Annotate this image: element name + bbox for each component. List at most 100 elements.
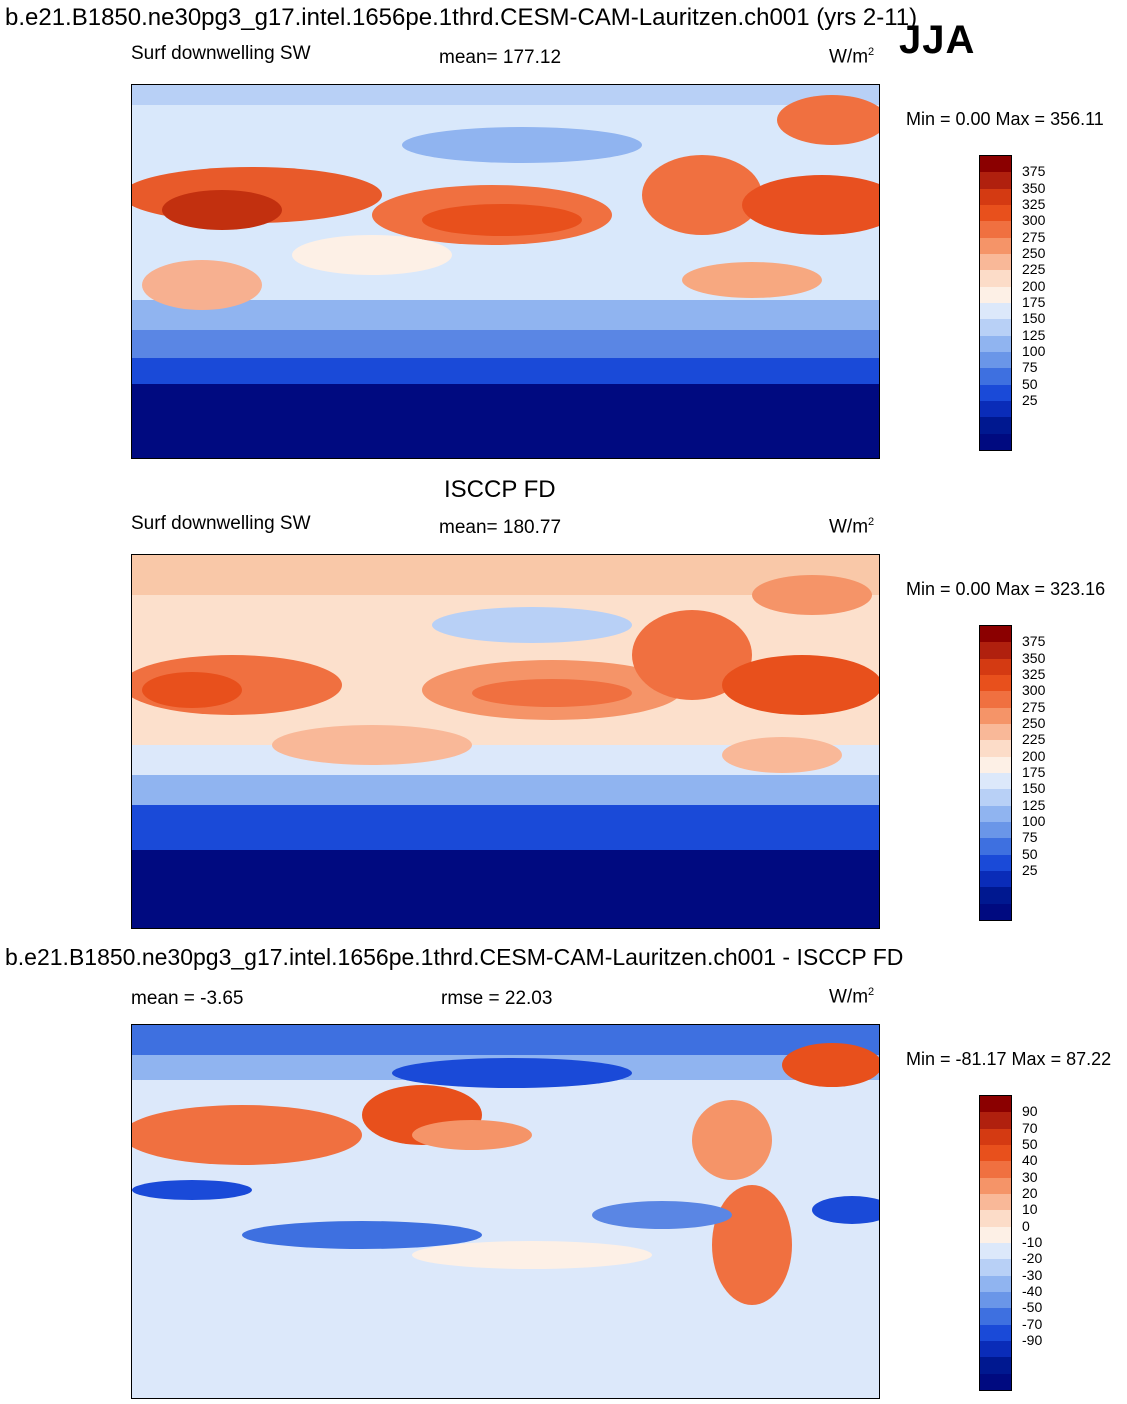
colorbar-swatch [980, 1291, 1011, 1309]
panel2-source-title: ISCCP FD [444, 476, 556, 503]
colorbar-swatch [980, 854, 1011, 871]
colorbar-swatch [980, 1324, 1011, 1341]
colorbar-tick-label: 40 [1022, 1152, 1038, 1169]
colorbar-tick-label: 10 [1022, 1201, 1038, 1218]
colorbar-tick-label: 90 [1022, 1103, 1038, 1120]
panel2-units: W/m2 [829, 516, 875, 538]
colorbar-swatch [980, 756, 1011, 773]
colorbar-swatch [980, 1096, 1011, 1113]
colorbar-swatch [980, 691, 1011, 708]
panel2-minmax: Min = 0.00 Max = 323.16 [906, 579, 1106, 599]
colorbar-tick-label: 20 [1022, 1185, 1038, 1201]
panel1-mean: mean= 177.12 [439, 47, 562, 68]
colorbar-swatch [980, 658, 1011, 675]
colorbar-swatch [980, 772, 1011, 790]
colorbar-swatch [980, 805, 1011, 822]
colorbar-swatch [980, 1242, 1011, 1260]
colorbar-swatch [980, 221, 1011, 238]
colorbar-swatch [980, 417, 1011, 434]
colorbar-swatch [980, 172, 1011, 189]
colorbar-swatch [980, 302, 1011, 320]
colorbar-tick-label: 100 [1022, 343, 1046, 359]
colorbar-tick-label: 225 [1022, 731, 1046, 748]
colorbar-tick-label: 175 [1022, 294, 1046, 310]
colorbar-tick-label: -50 [1022, 1299, 1043, 1316]
colorbar-tick-label: -20 [1022, 1250, 1043, 1267]
colorbar-tick-label: 275 [1022, 228, 1046, 245]
colorbar-swatch [980, 1275, 1011, 1292]
colorbar-swatch [980, 723, 1011, 741]
colorbar-tick-label: 200 [1022, 747, 1046, 764]
colorbar-swatch [980, 188, 1011, 205]
colorbar-tick-label: 250 [1022, 715, 1046, 731]
colorbar-swatch [980, 253, 1011, 271]
panel3-mean: mean = -3.65 [131, 988, 244, 1009]
colorbar-swatch [980, 1177, 1011, 1194]
colorbar-tick-label: 375 [1022, 633, 1046, 650]
colorbar-tick-label: 0 [1022, 1217, 1030, 1234]
panel3-diff-title: b.e21.B1850.ne30pg3_g17.intel.1656pe.1th… [5, 944, 904, 970]
colorbar-swatch [980, 789, 1011, 806]
colorbar-tick-label: 125 [1022, 326, 1046, 343]
colorbar-swatch [980, 1161, 1011, 1178]
colorbar-swatch [980, 1128, 1011, 1145]
colorbar-swatch [980, 1357, 1011, 1374]
panel2-variable: Surf downwelling SW [131, 513, 311, 534]
colorbar-swatch [980, 237, 1011, 254]
colorbar-swatch [980, 740, 1011, 757]
colorbar-tick-label: 325 [1022, 666, 1046, 682]
colorbar-swatch [980, 903, 1011, 920]
colorbar-tick-label: 25 [1022, 392, 1038, 408]
colorbar-tick-label: 50 [1022, 375, 1038, 392]
colorbar-swatch [980, 1144, 1011, 1162]
colorbar-swatch [980, 335, 1011, 352]
colorbar-swatch [980, 870, 1011, 888]
colorbar-tick-label: 75 [1022, 359, 1038, 376]
colorbar-swatch [980, 351, 1011, 369]
panel3-units: W/m2 [829, 986, 875, 1008]
colorbar-swatch [980, 887, 1011, 904]
colorbar-swatch [980, 270, 1011, 287]
colorbar-tick-label: 125 [1022, 796, 1046, 813]
colorbar-tick-label: -10 [1022, 1234, 1043, 1250]
case-title: b.e21.B1850.ne30pg3_g17.intel.1656pe.1th… [5, 4, 918, 31]
colorbar-tick-label: 250 [1022, 245, 1046, 261]
colorbar-tick-label: 75 [1022, 829, 1038, 846]
colorbar-tick-label: 25 [1022, 862, 1038, 878]
colorbar-tick-label: 200 [1022, 277, 1046, 294]
colorbar-swatch [980, 626, 1011, 643]
panel3-minmax: Min = -81.17 Max = 87.22 [906, 1049, 1112, 1069]
panel3-rmse: rmse = 22.03 [441, 988, 553, 1009]
panel1-map [131, 84, 880, 459]
colorbar-tick-label: 225 [1022, 261, 1046, 278]
season-label: JJA [899, 18, 976, 62]
colorbar-tick-label: 50 [1022, 1136, 1038, 1152]
colorbar-swatch [980, 319, 1011, 336]
colorbar-swatch [980, 1308, 1011, 1325]
colorbar-swatch [980, 674, 1011, 692]
colorbar-swatch [980, 1193, 1011, 1211]
colorbar-swatch [980, 368, 1011, 385]
colorbar-swatch [980, 1112, 1011, 1129]
colorbar-tick-label: 375 [1022, 163, 1046, 180]
colorbar-swatch [980, 821, 1011, 839]
panel2-colorbar [979, 625, 1012, 921]
panel1-minmax: Min = 0.00 Max = 356.11 [906, 109, 1104, 129]
colorbar-swatch [980, 384, 1011, 401]
panel2-map [131, 554, 880, 929]
colorbar-swatch [980, 1210, 1011, 1227]
panel3-map [131, 1024, 880, 1399]
colorbar-tick-label: -70 [1022, 1315, 1043, 1332]
panel3-colorbar [979, 1095, 1012, 1391]
colorbar-tick-label: 150 [1022, 310, 1046, 327]
colorbar-tick-label: -30 [1022, 1266, 1043, 1283]
colorbar-swatch [980, 204, 1011, 222]
colorbar-swatch [980, 838, 1011, 855]
colorbar-tick-label: 30 [1022, 1168, 1038, 1185]
colorbar-swatch [980, 286, 1011, 303]
colorbar-tick-label: 100 [1022, 813, 1046, 829]
colorbar-tick-label: 300 [1022, 212, 1046, 229]
colorbar-tick-label: 50 [1022, 845, 1038, 862]
colorbar-swatch [980, 1373, 1011, 1390]
colorbar-tick-label: 275 [1022, 698, 1046, 715]
